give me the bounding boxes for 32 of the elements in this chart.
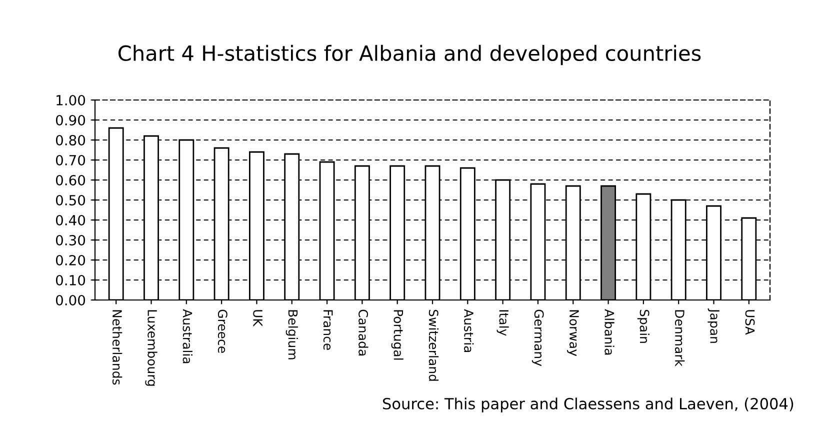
source-note: Source: This paper and Claessens and Laeven, (2004) [382, 398, 794, 412]
x-tick-label: Japan [708, 308, 720, 343]
y-tick-label: 0.00 [56, 294, 86, 306]
x-tick-label: UK [253, 310, 262, 327]
x-tick-label: Albania [604, 309, 614, 355]
y-tick-label: 0.50 [56, 194, 86, 206]
x-tick-label: Portugal [391, 310, 404, 360]
x-tick-label: Germany [532, 310, 544, 366]
y-tick-label: 0.20 [56, 254, 86, 266]
x-tick-label: Italy [496, 310, 509, 336]
y-tick-label: 0.90 [56, 114, 86, 126]
y-tick-label: 0.80 [56, 134, 86, 146]
x-tick-label: Greece [218, 310, 228, 353]
y-tick-label: 0.30 [56, 234, 86, 246]
x-tick-label: France [323, 310, 333, 350]
x-tick-label: Canada [358, 310, 368, 356]
x-tick-label: Denmark [674, 310, 685, 366]
chart-title: Chart 4 H-statistics for Albania and developed countries [118, 44, 701, 66]
x-tick-label: Norway [567, 310, 579, 356]
y-tick-label: 0.70 [56, 154, 86, 166]
y-tick-label: 0.40 [56, 214, 86, 226]
x-tick-label: Australia [182, 309, 192, 364]
x-tick-label: Luxembourg [145, 310, 158, 386]
x-tick-label: Austria [464, 309, 474, 352]
x-tick-label: Netherlands [112, 310, 122, 385]
y-tick-label: 0.10 [56, 274, 86, 286]
y-tick-label: 1.00 [56, 94, 86, 106]
x-tick-label: Switzerland [428, 310, 439, 381]
y-tick-label: 0.60 [56, 174, 86, 186]
x-tick-label: Spain [637, 310, 650, 343]
x-tick-label: USA [745, 310, 755, 335]
x-tick-label: Belgium [286, 310, 298, 360]
